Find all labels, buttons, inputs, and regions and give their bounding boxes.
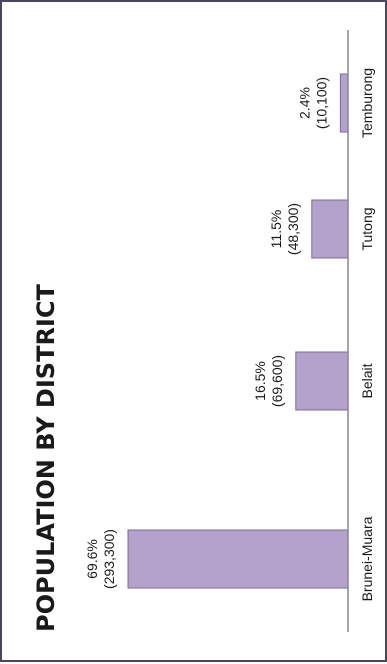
data-label-count: (10,100) (313, 77, 329, 129)
category-label: Brunei-Muara (359, 516, 375, 601)
chart-title: POPULATION BY DISTRICT (32, 284, 60, 632)
category-label: Temburong (359, 68, 375, 138)
bar-brunei-muara (127, 529, 349, 589)
data-label-percent: 69.6% (84, 539, 100, 579)
labels-layer: Brunei-Muara (293,300)69.6% Belait (69,600)… (84, 68, 375, 601)
data-label-percent: 16.5% (252, 361, 268, 401)
data-label-count: (293,300) (101, 529, 117, 589)
data-label-count: (48,300) (285, 203, 301, 255)
data-label-percent: 2.4% (296, 87, 312, 119)
category-label: Belait (359, 363, 375, 398)
data-label-count: (69,600) (269, 355, 285, 407)
data-label-percent: 11.5% (268, 210, 284, 249)
bar-belait (295, 351, 349, 411)
bar-temburong (339, 73, 349, 133)
bars-layer (127, 73, 349, 589)
category-label: Tutong (359, 207, 375, 250)
bar-tutong (311, 199, 349, 259)
